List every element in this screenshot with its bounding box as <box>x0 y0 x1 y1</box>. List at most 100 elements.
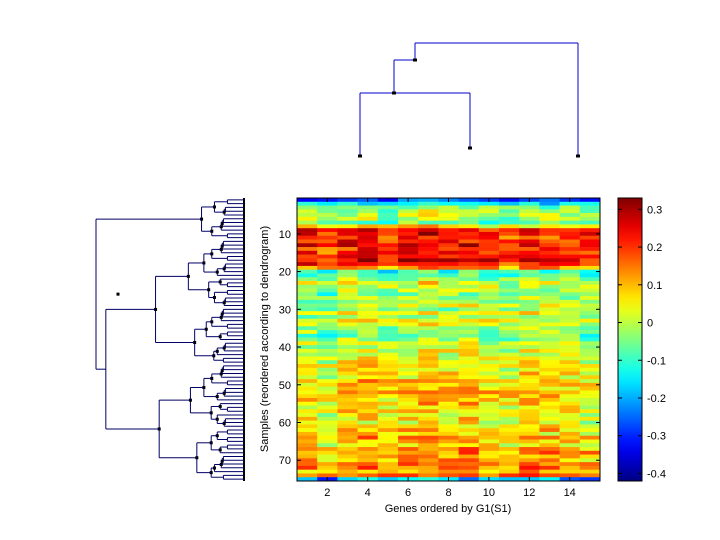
heatmap-cell <box>357 216 379 221</box>
heatmap-cell <box>559 428 581 433</box>
heatmap-cell <box>579 439 601 444</box>
heatmap-cell <box>519 224 540 229</box>
heatmap-cell <box>297 250 318 255</box>
heatmap-cell <box>418 247 439 252</box>
heatmap-cell <box>559 367 581 372</box>
heatmap-cell <box>357 281 379 286</box>
heatmap-cell <box>458 198 480 203</box>
heatmap-cell <box>357 326 379 331</box>
heatmap-cell <box>458 469 480 474</box>
heatmap-cell <box>357 356 379 361</box>
heatmap-cell <box>297 228 318 233</box>
heatmap-cell <box>579 314 601 320</box>
heatmap-cell <box>458 213 480 218</box>
heatmap-cell <box>398 386 419 391</box>
heatmap-cell <box>499 258 520 263</box>
heatmap-cell <box>478 284 500 289</box>
heatmap-cell <box>357 284 379 289</box>
heatmap-cell <box>478 235 500 240</box>
heatmap-cell <box>499 405 520 410</box>
heatmap-cell <box>357 379 379 384</box>
heatmap-cell <box>539 386 560 391</box>
heatmap-cell <box>337 409 358 414</box>
heatmap-cell <box>438 447 459 452</box>
heatmap-cell <box>357 277 379 282</box>
heatmap-cell <box>539 284 560 289</box>
column-dendrogram <box>358 42 580 158</box>
heatmap-cell <box>377 424 399 429</box>
heatmap-cell <box>519 243 540 248</box>
heatmap-cell <box>539 322 560 327</box>
heatmap-cell <box>337 318 358 323</box>
heatmap-cell <box>458 250 480 255</box>
heatmap-cell <box>377 224 399 229</box>
heatmap-cell <box>539 341 560 346</box>
heatmap-cell <box>579 296 601 301</box>
heatmap-cell <box>499 326 520 331</box>
heatmap-cell <box>297 216 318 221</box>
heatmap-cell <box>519 428 540 433</box>
heatmap-cell <box>539 281 560 286</box>
heatmap-cell <box>438 213 459 218</box>
heatmap-cell <box>377 281 399 286</box>
heatmap-cell <box>499 431 520 437</box>
heatmap-cell <box>377 288 399 293</box>
heatmap-cell <box>438 397 459 403</box>
heatmap-cell <box>398 288 419 293</box>
heatmap-cell <box>519 375 540 380</box>
heatmap-cell <box>418 416 439 421</box>
heatmap-cell <box>438 462 459 467</box>
heatmap-cell <box>499 447 520 452</box>
heatmap-cell <box>559 352 581 357</box>
heatmap-cell <box>478 390 500 395</box>
heatmap-cell <box>499 235 520 240</box>
heatmap-cell <box>317 224 338 229</box>
heatmap-cell <box>438 401 459 406</box>
heatmap-cell <box>539 303 560 308</box>
heatmap-cell <box>438 379 459 384</box>
heatmap-cell <box>418 314 439 320</box>
heatmap-cell <box>337 198 358 203</box>
heatmap-cell <box>539 375 560 380</box>
heatmap-cell <box>559 337 581 342</box>
heatmap-cell <box>559 262 581 267</box>
heatmap-cell <box>337 273 358 278</box>
heatmap-cell <box>418 277 439 282</box>
heatmap-cell <box>337 382 358 387</box>
heatmap-cell <box>478 337 500 342</box>
heatmap-cell <box>297 209 318 214</box>
heatmap-cell <box>499 386 520 391</box>
heatmap-cell <box>519 307 540 312</box>
heatmap-cell <box>458 284 480 289</box>
heatmap-cell <box>579 345 601 350</box>
heatmap-cell <box>398 364 419 369</box>
heatmap-cell <box>579 469 601 474</box>
heatmap-cell <box>357 371 379 376</box>
heatmap-cell <box>297 213 318 218</box>
heatmap-cell <box>418 303 439 308</box>
heatmap-cell <box>377 273 399 278</box>
heatmap-cell <box>377 409 399 414</box>
heatmap-cell <box>458 243 480 248</box>
heatmap-cell <box>519 258 540 263</box>
heatmap-cell <box>377 307 399 312</box>
heatmap-cell <box>478 288 500 293</box>
heatmap-cell <box>499 397 520 403</box>
heatmap-cell <box>499 382 520 387</box>
heatmap-cell <box>458 224 480 229</box>
heatmap-cell <box>317 401 338 406</box>
heatmap-cell <box>539 292 560 297</box>
heatmap-cell <box>398 462 419 467</box>
heatmap-cell <box>559 303 581 308</box>
heatmap-cell <box>418 371 439 376</box>
heatmap-cell <box>478 379 500 384</box>
heatmap-cell <box>418 269 439 274</box>
heatmap-cell <box>519 292 540 297</box>
heatmap-cell <box>438 431 459 437</box>
heatmap-cell <box>559 382 581 387</box>
heatmap-cell <box>297 231 318 237</box>
heatmap-cell <box>478 281 500 286</box>
heatmap-cell <box>539 416 560 421</box>
heatmap-cell <box>377 371 399 376</box>
heatmap-cell <box>317 273 338 278</box>
